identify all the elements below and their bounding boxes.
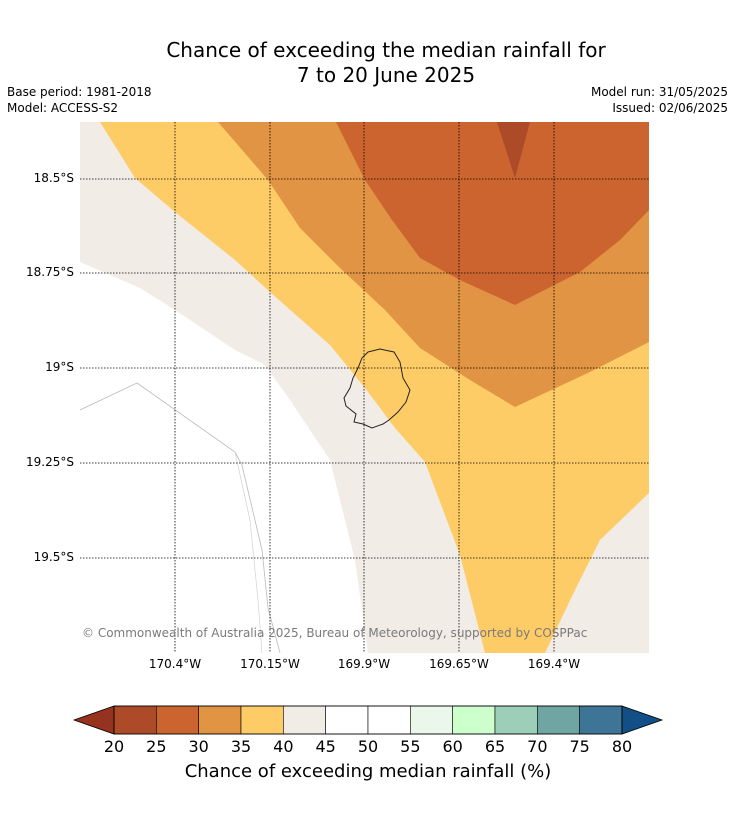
longitude-label-169-65: 169.65°W: [429, 657, 489, 671]
colorbar-cell-25-30: [156, 705, 199, 735]
colorbar-cell-50-55: [367, 705, 411, 735]
colorbar-outline: [113, 705, 623, 735]
colorbar-tick-65: 65: [484, 737, 506, 756]
longitude-label-170-4: 170.4°W: [148, 657, 202, 671]
niue-island-outline: [343, 348, 411, 429]
colorbar-title: Chance of exceeding median rainfall (%): [184, 761, 552, 782]
colorbar-cell-45-50: [325, 705, 369, 735]
colorbar-cell-70-75: [537, 705, 580, 735]
band-20-25: [497, 122, 530, 178]
colorbar-tick-30: 30: [188, 737, 209, 756]
map-title: Chance of exceeding the median rainfall …: [0, 38, 736, 88]
colorbar-cells: [113, 705, 623, 735]
model-name: Model: ACCESS-S2: [7, 101, 119, 115]
colorbar-tick-35: 35: [230, 737, 252, 756]
colorbar-tick-75: 75: [569, 737, 590, 756]
longitude-label-169-4: 169.4°W: [527, 657, 581, 671]
copyright-notice: © Commonwealth of Australia 2025, Bureau…: [82, 626, 588, 640]
colorbar-cell-55-60: [410, 705, 453, 735]
colorbar-tick-50: 50: [357, 737, 379, 756]
issued-date: Issued: 02/06/2025: [612, 101, 728, 115]
colorbar-tick-40: 40: [273, 737, 294, 756]
latitude-label-19-25: 19.25°S: [26, 455, 74, 469]
band-25-30: [336, 122, 649, 305]
colorbar-cell-30-35: [198, 705, 242, 735]
colorbar-tick-45: 45: [315, 737, 336, 756]
colorbar-cell-75-80: [579, 705, 623, 735]
latitude-label-19: 19°S: [45, 360, 74, 374]
grid-lines: [80, 122, 649, 653]
colorbar-tick-70: 70: [527, 737, 548, 756]
model-run: Model run: 31/05/2025: [590, 85, 728, 99]
base-period: Base period: 1981-2018: [7, 85, 152, 99]
coastline-line: [80, 382, 281, 653]
colorbar-tick-80: 80: [611, 737, 633, 756]
title-line-1: Chance of exceeding the median rainfall …: [166, 38, 606, 62]
colorbar-tick-20: 20: [103, 737, 125, 756]
colorbar-tick-25: 25: [146, 737, 167, 756]
colorbar-cell-40-45: [283, 705, 326, 735]
colorbar-cell-35-40: [240, 705, 284, 735]
colorbar-cell-65-70: [494, 705, 538, 735]
colorbar-cell-20-25: [113, 705, 157, 735]
colorbar-over-arrow: [621, 705, 664, 735]
colorbar-cell-60-65: [452, 705, 496, 735]
title-line-2: 7 to 20 June 2025: [296, 63, 476, 87]
meta-left: Base period: 1981-2018 Model: ACCESS-S2: [7, 84, 152, 116]
coastline-line-secondary: [234, 451, 263, 653]
latitude-label-19-5: 19.5°S: [33, 550, 74, 564]
colorbar-tick-55: 55: [400, 737, 421, 756]
latitude-label-18-75: 18.75°S: [26, 265, 74, 279]
longitude-label-169-9: 169.9°W: [337, 657, 391, 671]
meta-right: Model run: 31/05/2025 Issued: 02/06/2025: [591, 84, 728, 116]
longitude-label-170-15: 170.15°W: [240, 657, 300, 671]
latitude-label-18-5: 18.5°S: [33, 171, 74, 185]
colorbar-tick-60: 60: [442, 737, 463, 756]
colorbar-under-arrow: [72, 705, 115, 735]
